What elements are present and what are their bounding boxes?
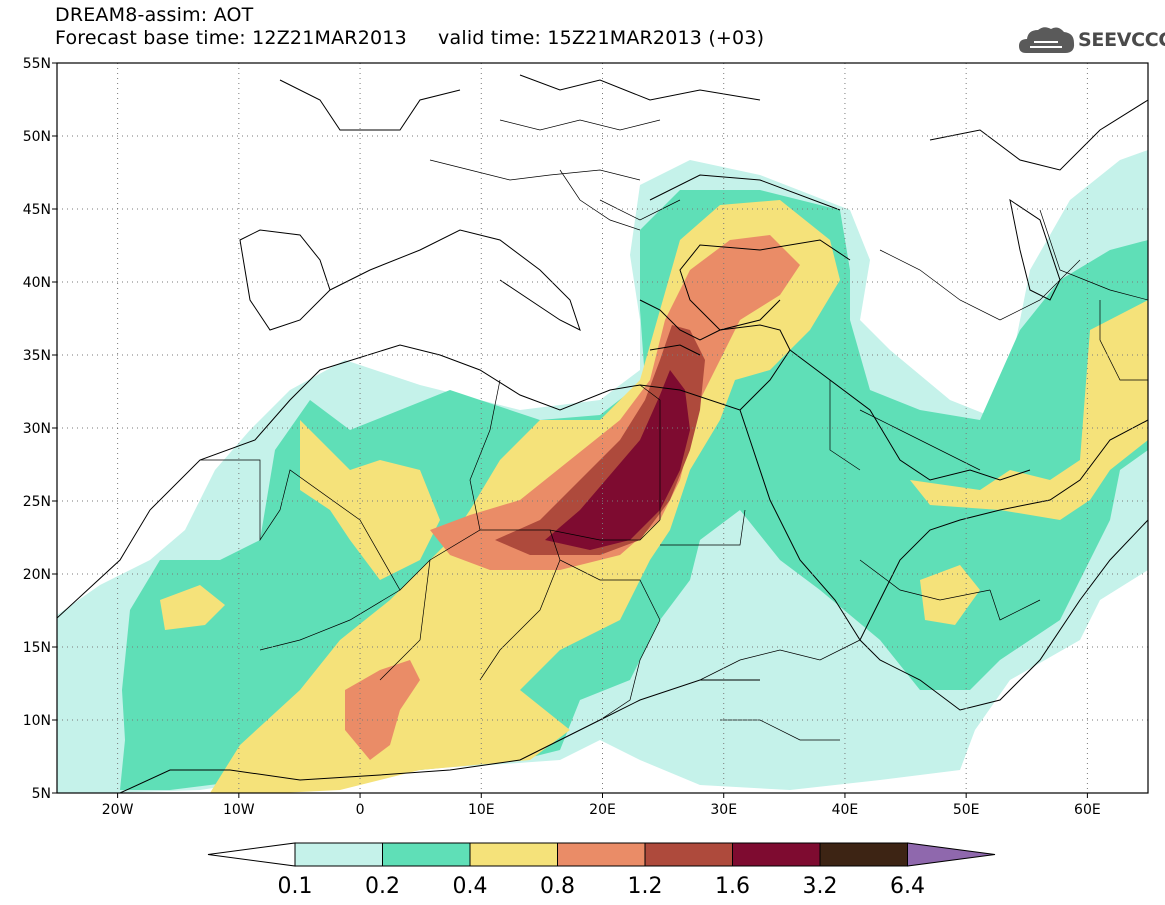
colorbar-swatch	[819, 842, 908, 867]
aot-contour-fill	[57, 150, 1148, 793]
seevccc-logo: SEEVCCC	[1018, 22, 1165, 58]
aot-level-1.6	[545, 370, 690, 550]
lat-label: 25N	[23, 494, 51, 510]
lon-label: 30E	[710, 802, 737, 818]
country-borders	[200, 119, 1148, 741]
aot-level-0.8-benin	[345, 660, 420, 760]
colorbar-level-label: 0.1	[278, 874, 313, 899]
lat-label: 5N	[32, 786, 51, 802]
lon-label: 40E	[832, 802, 859, 818]
coastlines	[57, 74, 1148, 793]
logo-text: SEEVCCC	[1078, 29, 1165, 51]
colorbar-level-label: 1.2	[628, 874, 663, 899]
lon-label: 20E	[589, 802, 616, 818]
colorbar-swatch	[557, 842, 646, 867]
colorbar-labels: 0.1 0.2 0.4 0.8 1.2 1.6 3.2 6.4	[278, 874, 926, 899]
colorbar-low-arrow	[207, 842, 296, 867]
lon-label: 0	[356, 802, 365, 818]
colorbar-swatch	[469, 842, 558, 867]
lat-label: 45N	[23, 202, 51, 218]
latitude-labels: 5N 10N 15N 20N 25N 30N 35N 40N 45N 50N 55N	[23, 56, 51, 802]
lat-label: 10N	[23, 713, 51, 729]
colorbar-swatch	[644, 842, 733, 867]
lon-label: 50E	[953, 802, 980, 818]
lat-label: 20N	[23, 567, 51, 583]
plot-title: DREAM8-assim: AOT Forecast base time: 12…	[55, 4, 764, 50]
aot-level-0.4-arabia	[910, 300, 1148, 520]
lat-label: 35N	[23, 348, 51, 364]
colorbar-level-label: 0.8	[540, 874, 575, 899]
aot-level-0.4-west	[300, 420, 440, 580]
colorbar-swatch	[382, 842, 471, 867]
colorbar-level-label: 0.4	[453, 874, 488, 899]
colorbar-high-arrow	[907, 842, 996, 867]
aot-level-0.8	[430, 235, 800, 570]
aot-level-0.4-senegal	[160, 585, 225, 630]
cloud-icon	[1019, 27, 1075, 53]
lat-label: 15N	[23, 640, 51, 656]
colorbar-level-label: 0.2	[365, 874, 400, 899]
title-line-2: Forecast base time: 12Z21MAR2013 valid t…	[55, 27, 765, 49]
longitude-labels: 20W 10W 0 10E 20E 30E 40E 50E 60E	[102, 802, 1101, 818]
axis-ticks	[52, 62, 1088, 798]
lon-label: 20W	[102, 802, 134, 818]
colorbar-level-label: 6.4	[890, 874, 925, 899]
grid-lines	[57, 63, 1148, 793]
colorbar-swatch	[732, 842, 821, 867]
colorbar	[207, 842, 996, 867]
colorbar-level-label: 3.2	[803, 874, 838, 899]
lon-label: 10E	[468, 802, 495, 818]
colorbar-level-label: 1.6	[715, 874, 750, 899]
aot-level-0.4-yemen	[920, 565, 980, 625]
lon-label: 60E	[1074, 802, 1101, 818]
lat-label: 50N	[23, 129, 51, 145]
lat-label: 30N	[23, 421, 51, 437]
lon-label: 10W	[223, 802, 255, 818]
title-line-1: DREAM8-assim: AOT	[55, 4, 254, 26]
lat-label: 55N	[23, 56, 51, 72]
lat-label: 40N	[23, 275, 51, 291]
colorbar-swatch	[294, 842, 383, 867]
